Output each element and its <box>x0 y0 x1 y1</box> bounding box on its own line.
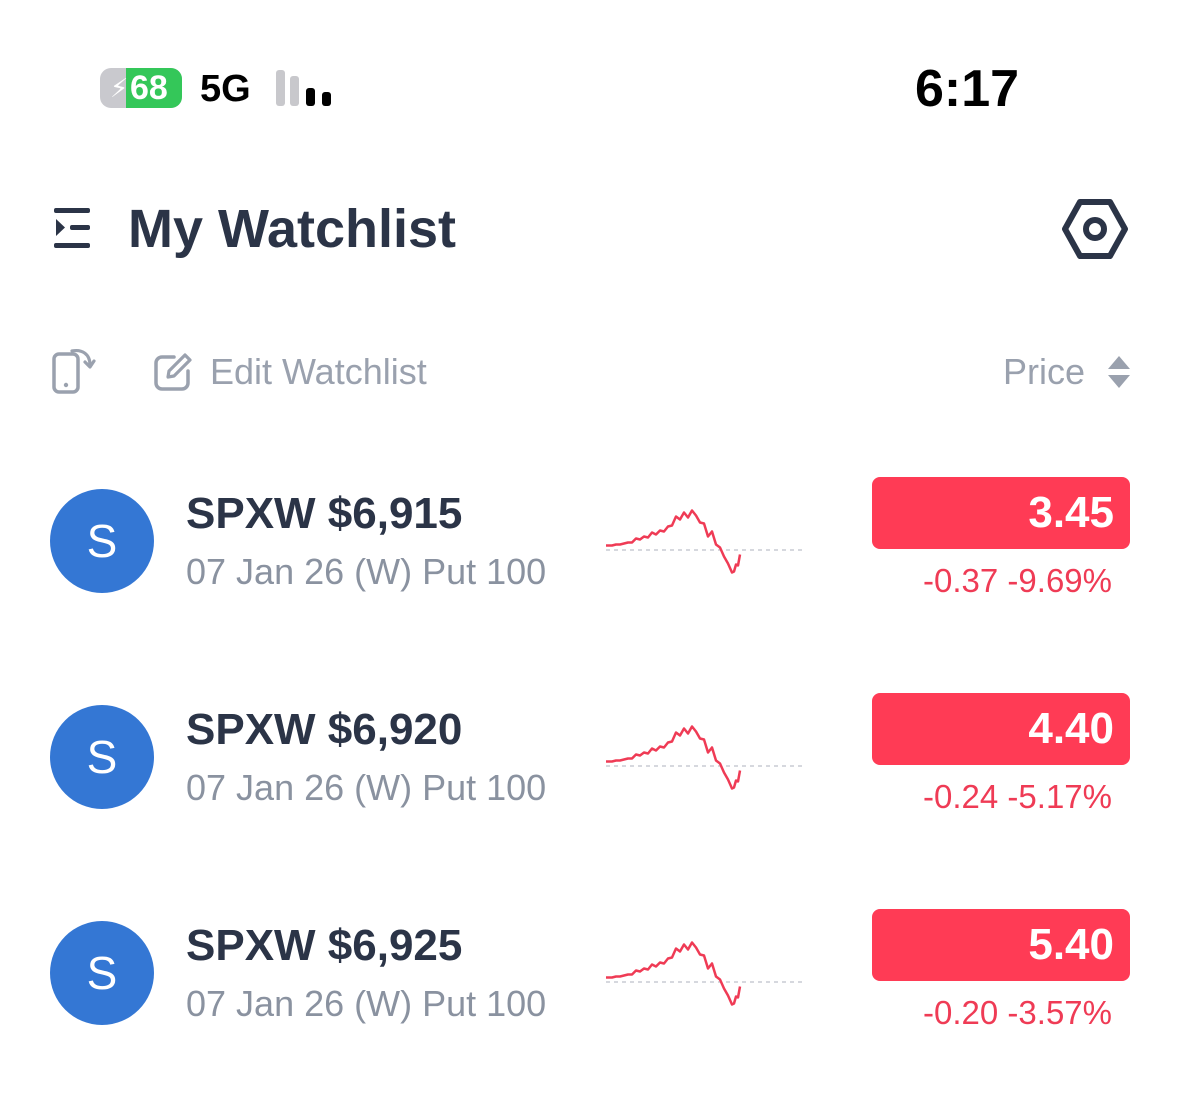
watchlist-row[interactable]: S SPXW $6,920 07 Jan 26 (W) Put 100 4.40… <box>0 693 1179 893</box>
contract-description: 07 Jan 26 (W) Put 100 <box>186 983 547 1024</box>
settings-button[interactable] <box>1060 196 1130 262</box>
status-bar: ⚡ 68 5G 6:17 <box>0 0 1179 130</box>
avatar: S <box>50 489 154 593</box>
battery-fill <box>126 68 182 108</box>
battery-level: 68 <box>130 69 168 107</box>
edit-pencil-icon <box>154 353 192 391</box>
menu-expand-icon <box>54 208 90 248</box>
contract-description: 07 Jan 26 (W) Put 100 <box>186 767 547 808</box>
contract-symbol: SPXW $6,920 <box>186 705 463 754</box>
edit-watchlist-button[interactable]: Edit Watchlist <box>152 348 427 396</box>
price-change: -0.37 -9.69% <box>923 562 1112 599</box>
sort-label: Price <box>1002 351 1085 392</box>
contract-description: 07 Jan 26 (W) Put 100 <box>186 551 547 592</box>
sparkline-chart <box>606 509 802 574</box>
phone-rotate-icon <box>52 348 96 394</box>
charging-bolt-icon: ⚡ <box>110 73 129 103</box>
page-title: My Watchlist <box>128 199 457 259</box>
watchlist-row[interactable]: S SPXW $6,915 07 Jan 26 (W) Put 100 3.45… <box>0 477 1179 677</box>
sparkline-line <box>606 725 742 790</box>
sparkline-chart <box>606 941 802 1006</box>
contract-symbol: SPXW $6,915 <box>186 489 463 538</box>
sparkline-chart <box>606 725 802 790</box>
status-time: 6:17 <box>915 60 1020 118</box>
sort-by-price-button[interactable]: Price <box>1003 348 1131 396</box>
price-badge[interactable]: 5.40 <box>872 909 1130 981</box>
settings-hexagon-icon <box>1062 199 1128 259</box>
rotate-device-button[interactable] <box>50 346 96 396</box>
sparkline-line <box>606 941 742 1006</box>
avatar: S <box>50 705 154 809</box>
price-badge[interactable]: 3.45 <box>872 477 1130 549</box>
menu-button[interactable] <box>50 200 100 256</box>
network-type: 5G <box>200 68 251 110</box>
price-change: -0.20 -3.57% <box>923 994 1112 1031</box>
battery-icon: ⚡ 68 <box>100 68 182 108</box>
avatar: S <box>50 921 154 1025</box>
price-badge[interactable]: 4.40 <box>872 693 1130 765</box>
signal-strength-icon <box>276 70 331 106</box>
price-change: -0.24 -5.17% <box>923 778 1112 815</box>
contract-symbol: SPXW $6,925 <box>186 921 463 970</box>
edit-watchlist-label: Edit Watchlist <box>210 351 427 392</box>
sparkline-line <box>606 509 742 574</box>
sort-arrows-icon <box>1108 356 1130 388</box>
watchlist-row[interactable]: S SPXW $6,925 07 Jan 26 (W) Put 100 5.40… <box>0 909 1179 1109</box>
